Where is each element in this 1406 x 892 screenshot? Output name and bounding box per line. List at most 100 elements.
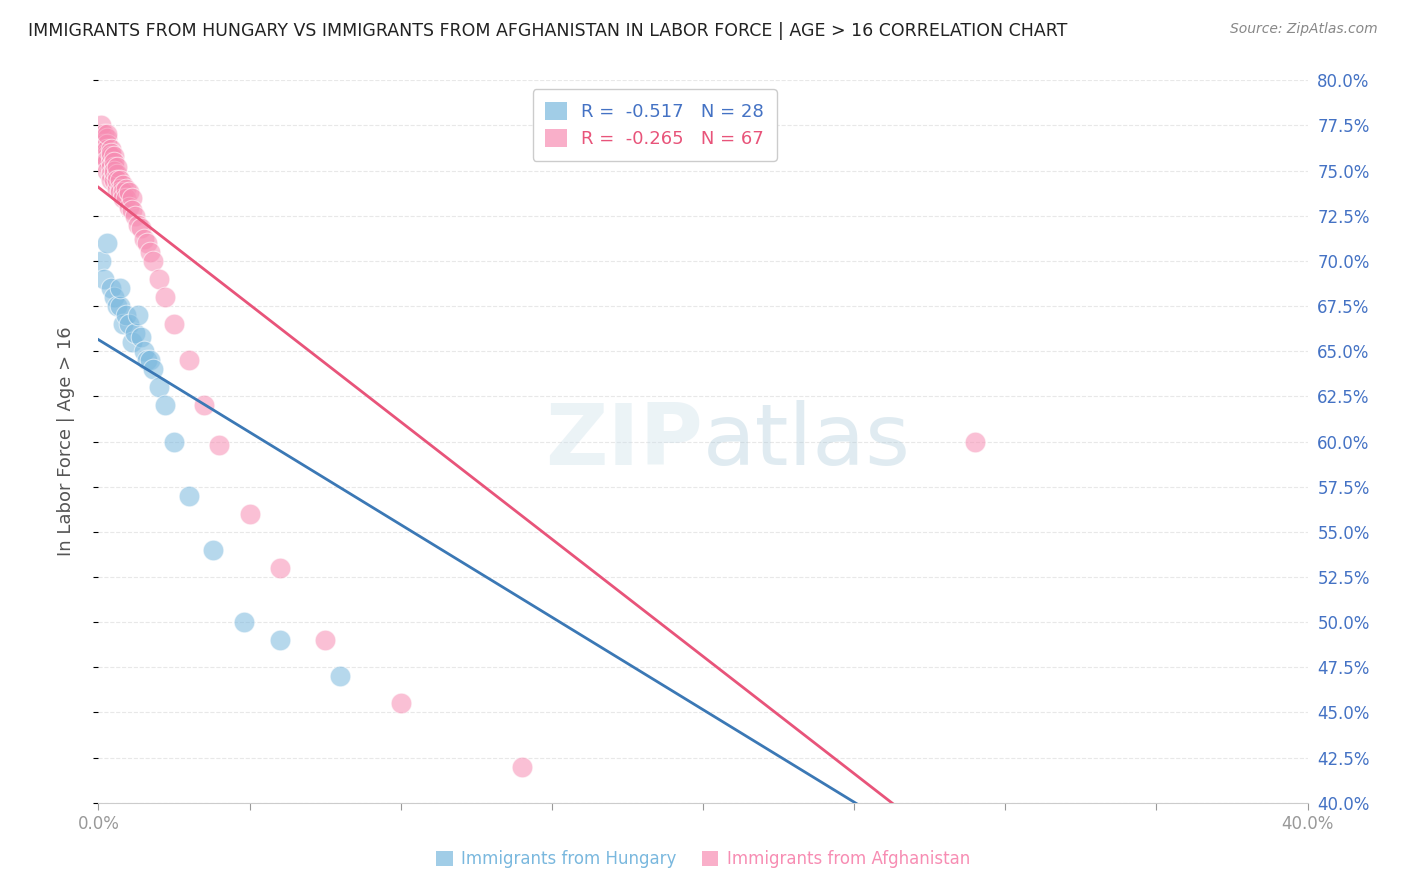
Point <box>93 142 115 156</box>
Point <box>148 380 170 394</box>
Point <box>105 172 128 186</box>
Point <box>111 186 134 200</box>
Point <box>314 633 336 648</box>
Point <box>179 489 201 503</box>
Point <box>93 128 115 142</box>
Point <box>389 697 412 711</box>
Point <box>329 669 352 683</box>
Point <box>118 200 141 214</box>
Point <box>163 317 186 331</box>
Point <box>105 299 128 313</box>
Point <box>100 167 122 181</box>
Point <box>163 434 186 449</box>
Point <box>103 167 125 181</box>
Point <box>202 542 225 557</box>
Point <box>108 182 131 196</box>
Point <box>114 308 136 322</box>
Point <box>127 308 149 322</box>
Point <box>100 154 122 169</box>
Point <box>118 317 141 331</box>
Point <box>100 160 122 174</box>
Point <box>103 290 125 304</box>
Point <box>121 203 143 218</box>
Point <box>510 760 533 774</box>
Point <box>100 172 122 186</box>
Text: IMMIGRANTS FROM HUNGARY VS IMMIGRANTS FROM AFGHANISTAN IN LABOR FORCE | AGE > 16: IMMIGRANTS FROM HUNGARY VS IMMIGRANTS FR… <box>28 22 1067 40</box>
Point <box>111 178 134 192</box>
Text: ZIP: ZIP <box>546 400 703 483</box>
Point <box>90 145 112 160</box>
Point <box>93 154 115 169</box>
Point <box>96 136 118 151</box>
Point <box>114 191 136 205</box>
Point <box>208 438 231 452</box>
Point <box>153 290 176 304</box>
Point <box>118 186 141 200</box>
Point <box>90 128 112 142</box>
Point <box>108 281 131 295</box>
Point <box>965 434 987 449</box>
Text: Source: ZipAtlas.com: Source: ZipAtlas.com <box>1230 22 1378 37</box>
Point <box>103 163 125 178</box>
Point <box>108 186 131 200</box>
Point <box>232 615 254 630</box>
Point <box>108 172 131 186</box>
Point <box>93 272 115 286</box>
Point <box>100 149 122 163</box>
Point <box>103 154 125 169</box>
Point <box>135 235 157 250</box>
Point <box>142 254 165 268</box>
Point <box>132 344 155 359</box>
Point <box>96 128 118 142</box>
Point <box>124 326 146 341</box>
Point <box>121 335 143 350</box>
Point <box>132 232 155 246</box>
Point <box>90 254 112 268</box>
Text: atlas: atlas <box>703 400 911 483</box>
Point <box>96 153 118 167</box>
Point <box>108 299 131 313</box>
Point <box>105 160 128 174</box>
Point <box>139 244 162 259</box>
Point <box>100 145 122 160</box>
Point <box>93 145 115 160</box>
Point <box>96 154 118 169</box>
Point <box>105 182 128 196</box>
Point <box>129 330 152 344</box>
Point <box>269 633 291 648</box>
Point <box>142 362 165 376</box>
Point <box>105 167 128 181</box>
Point <box>124 209 146 223</box>
Point <box>103 160 125 174</box>
Point <box>135 353 157 368</box>
Point <box>148 272 170 286</box>
Point <box>111 191 134 205</box>
Point <box>90 119 112 133</box>
Legend: R =  -0.517   N = 28, R =  -0.265   N = 67: R = -0.517 N = 28, R = -0.265 N = 67 <box>533 89 776 161</box>
Point <box>100 281 122 295</box>
Point <box>114 182 136 196</box>
Point <box>96 235 118 250</box>
Point <box>100 142 122 156</box>
Point <box>90 136 112 151</box>
Legend: Immigrants from Hungary, Immigrants from Afghanistan: Immigrants from Hungary, Immigrants from… <box>429 844 977 875</box>
Point <box>111 317 134 331</box>
Point <box>127 218 149 232</box>
Point <box>93 149 115 163</box>
Point <box>121 191 143 205</box>
Point <box>96 163 118 178</box>
Point <box>139 353 162 368</box>
Y-axis label: In Labor Force | Age > 16: In Labor Force | Age > 16 <box>56 326 75 557</box>
Point <box>193 398 215 412</box>
Point <box>239 507 262 521</box>
Point <box>93 136 115 151</box>
Point <box>179 353 201 368</box>
Point <box>96 142 118 156</box>
Point <box>153 398 176 412</box>
Point <box>96 145 118 160</box>
Point <box>96 149 118 163</box>
Point <box>1115 841 1137 855</box>
Point <box>269 561 291 575</box>
Point <box>103 149 125 163</box>
Point <box>129 221 152 235</box>
